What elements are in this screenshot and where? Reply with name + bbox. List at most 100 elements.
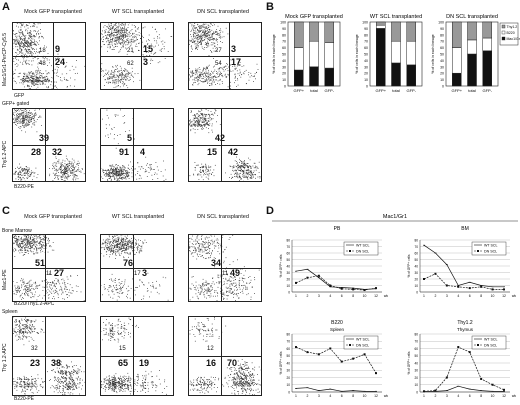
legend-label: DN SCL [484, 250, 497, 254]
line-chart-ytick: 20 [286, 277, 290, 281]
data-point [317, 274, 320, 277]
bar-segment-b220 [406, 40, 416, 66]
bar-chart-xtick: total [310, 88, 318, 93]
line-chart-ytick: 40 [286, 264, 290, 268]
bar-segment-thy1-2 [309, 21, 319, 42]
panel-c-row2-ylabel: Thy 1.2-APC [2, 343, 8, 372]
line-chart-ytick: 30 [414, 271, 418, 275]
bar-segment-b220 [391, 40, 401, 64]
line-chart-xtick: 10 [491, 394, 495, 398]
bar-chart-ytick: 60 [364, 46, 368, 50]
bar-segment-mac1-gr1 [376, 28, 386, 87]
panel-a-col-title-1: Mock GFP transplanted [24, 9, 82, 15]
quadrant-value-upper-left: 21 [127, 48, 134, 54]
scatter-dots [13, 317, 85, 395]
bar-segment-mac1-gr1 [309, 66, 319, 87]
legend-label: WT SCL [356, 338, 370, 342]
bar-segment-b220 [294, 47, 304, 71]
line-chart-xtick: 8 [352, 394, 354, 398]
data-point [503, 288, 505, 291]
bar-chart-xtick: GFP+ [293, 88, 304, 93]
quadrant-value-lower-right: 17 [231, 57, 242, 67]
data-point [480, 377, 483, 380]
panel-c-spleen-plot-wt: 15 65 19 [100, 316, 174, 396]
line-chart-subtitle: Thymus [457, 327, 474, 332]
legend-label: DN SCL [484, 344, 497, 348]
quadrant-value-lower-left: 11 [46, 271, 53, 277]
bar-chart-ytick: 90 [282, 27, 286, 31]
line-chart-xtick: 3 [318, 294, 320, 298]
quadrant-value-upper-left: 39 [39, 133, 50, 143]
bar-chart-ytick: 70 [282, 40, 286, 44]
scatter-dots [189, 109, 261, 181]
line-chart-xtick: 1 [295, 294, 297, 298]
bar-segment-mac1-gr1 [391, 62, 401, 87]
line-chart-xtick: 4 [329, 294, 331, 298]
bar-segment-b220 [376, 24, 386, 29]
data-point [468, 287, 471, 290]
panel-a-col-title-2: WT SCL transplanted [111, 9, 165, 15]
line-chart-ytick: 0 [416, 290, 418, 294]
line-chart-ytick: 70 [286, 245, 290, 249]
legend-label: DN SCL [356, 250, 369, 254]
series-line-dn-scl [423, 346, 505, 392]
panel-d-label: D [266, 205, 274, 217]
panel-b-label: B [266, 1, 274, 13]
data-point [434, 389, 437, 392]
bar-segment-thy1-2 [467, 21, 477, 41]
bar-chart-ytick: 80 [282, 33, 286, 37]
line-chart-ytick: 60 [414, 347, 418, 351]
quadrant-value-lower-left: 91 [119, 147, 130, 157]
line-chart-ytick: 80 [286, 238, 290, 242]
line-chart-xunit: wk [512, 294, 516, 298]
line-chart-ytick: 30 [286, 271, 290, 275]
legend-label: Mac1/Gr1 [507, 37, 520, 41]
data-point [375, 372, 377, 375]
panel-a-label: A [2, 1, 10, 13]
line-chart-ytick: 60 [286, 251, 290, 255]
legend-swatch [501, 24, 506, 29]
bar-segment-thy1-2 [324, 21, 334, 43]
bar-chart-ytick: 100 [280, 21, 286, 25]
line-chart-ytick: 0 [288, 390, 290, 394]
quadrant-value-upper-left: 12 [207, 346, 214, 352]
bar-chart-ytick: 100 [362, 21, 368, 25]
panel-c-row1-title: Bone Marrow [2, 228, 32, 234]
bar-chart-ytick: 30 [440, 65, 444, 69]
quadrant-value-upper-left: 34 [211, 258, 222, 268]
line-chart-ytick: 50 [286, 354, 290, 358]
line-chart-ytick: 60 [414, 251, 418, 255]
legend-label: WT SCL [484, 338, 498, 342]
bar-chart-xtick: GFP+ [451, 88, 462, 93]
line-chart-xtick: 2 [306, 294, 308, 298]
bar-chart-ytick: 100 [438, 21, 444, 25]
panel-a-thy-plot-dn: 42 15 42 [188, 108, 262, 182]
scatter-dots [189, 235, 260, 301]
bar-chart-ytick: 60 [440, 46, 444, 50]
panel-a-row2-ylabel: Thy1.2-APC [2, 140, 8, 168]
bar-segment-thy1-2 [406, 21, 416, 42]
panel-a-gfp-plot-dn: 27 3 54 17 [188, 22, 262, 90]
line-chart-xtick: 12 [502, 294, 506, 298]
data-point [340, 360, 343, 363]
line-chart-xtick: 8 [352, 294, 354, 298]
line-chart-title: BM [461, 226, 469, 232]
panel-a-row2-xlabel: B220-PE [14, 184, 35, 190]
line-chart-xunit: wk [512, 394, 516, 398]
bar-chart-ytick: 80 [440, 33, 444, 37]
bar-chart-ytick: 30 [282, 65, 286, 69]
bar-chart-title: Mock GFP transplanted [285, 14, 343, 20]
quadrant-value-lower-left: 16 [206, 358, 217, 368]
bar-chart-ytick: 50 [440, 53, 444, 57]
bar-chart-ylabel: % of cells in each lineage [355, 34, 359, 74]
data-point [363, 289, 366, 292]
bar-chart-ytick: 0 [284, 85, 286, 89]
bar-chart-xtick: GFP- [406, 88, 416, 93]
data-point [434, 272, 437, 275]
panel-a-row1-ylabel: Mac1/Gr1-PerCP-Cy5.5 [2, 32, 8, 86]
quadrant-value-lower-left: 15 [207, 147, 218, 157]
scatter-dots [13, 23, 85, 89]
legend-label: WT SCL [484, 244, 498, 248]
quadrant-value-lower-right: 38 [51, 358, 62, 368]
line-chart-title: B220 [331, 320, 343, 326]
